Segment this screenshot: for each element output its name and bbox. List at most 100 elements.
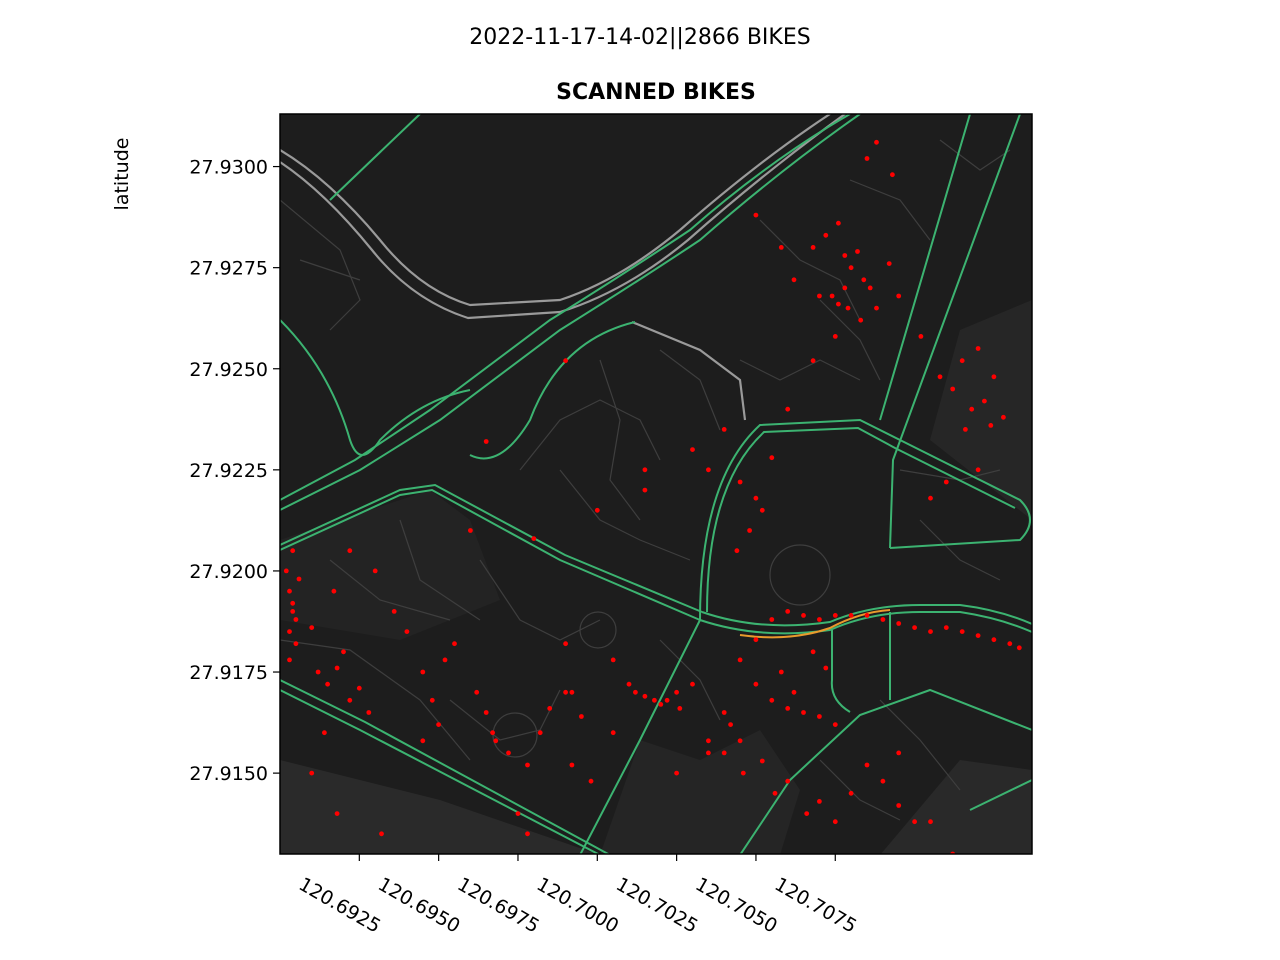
bike-point <box>706 467 711 473</box>
bike-point <box>975 467 981 473</box>
bike-point <box>721 750 727 756</box>
bike-point <box>785 609 791 614</box>
bike-point <box>442 657 448 663</box>
bike-point <box>848 265 854 271</box>
bike-point <box>391 609 397 614</box>
bike-point <box>728 722 733 727</box>
bike-point <box>969 406 975 412</box>
bike-point <box>810 358 816 364</box>
bike-point <box>785 778 791 784</box>
bike-point <box>886 261 892 266</box>
bike-point <box>734 548 740 554</box>
bike-point <box>864 762 870 768</box>
bike-point <box>829 293 835 299</box>
bike-point <box>959 358 965 364</box>
bike-point <box>848 790 854 796</box>
bike-point <box>842 253 848 258</box>
bike-point <box>293 617 299 622</box>
bike-point <box>515 811 521 816</box>
bike-point <box>341 649 346 655</box>
y-tick-label: 27.9300 <box>189 157 268 179</box>
bike-point <box>677 706 683 711</box>
bike-point <box>896 803 902 808</box>
bike-point <box>785 706 791 711</box>
bike-point <box>890 172 895 178</box>
bike-point <box>928 629 933 634</box>
bike-point <box>569 762 575 768</box>
bike-point <box>1001 414 1006 420</box>
y-axis-label: latitude <box>111 138 133 211</box>
bike-point <box>778 669 784 675</box>
bike-point <box>937 374 943 380</box>
bike-point <box>490 730 495 736</box>
bike-point <box>283 568 289 574</box>
bike-point <box>772 790 778 796</box>
bike-point <box>836 220 841 226</box>
bike-point <box>896 293 902 299</box>
bike-point <box>674 689 679 695</box>
bike-point <box>293 641 299 647</box>
bike-point <box>356 685 362 691</box>
bike-point <box>664 697 670 703</box>
x-tick-label: 120.7050 <box>691 873 781 937</box>
bike-point <box>975 346 981 351</box>
bike-point <box>963 427 968 432</box>
y-tick-label: 27.9250 <box>189 359 268 381</box>
bike-point <box>874 139 879 145</box>
x-tick-label: 120.7000 <box>533 873 623 937</box>
bike-point <box>753 212 759 218</box>
bike-point <box>706 738 711 744</box>
bike-point <box>331 588 337 594</box>
bike-point <box>436 722 441 727</box>
bike-point <box>801 613 806 618</box>
bike-point <box>525 762 530 768</box>
bike-point <box>769 455 775 461</box>
bike-point <box>753 637 759 643</box>
bike-point <box>642 693 648 699</box>
bike-point <box>848 613 854 618</box>
bike-point <box>721 710 727 715</box>
bike-point <box>588 778 594 784</box>
basemap <box>280 114 1032 854</box>
bike-point <box>429 697 435 703</box>
bike-point <box>290 600 296 606</box>
bike-point <box>991 374 997 380</box>
bike-point <box>506 750 511 756</box>
x-tick-label: 120.7075 <box>771 873 861 937</box>
bike-point <box>810 245 816 250</box>
y-axis: 27.9150 27.9175 27.9200 27.9225 27.9250 27.92… <box>189 157 280 785</box>
bike-point <box>420 738 426 744</box>
bike-point <box>737 479 743 485</box>
bike-point <box>633 689 638 695</box>
bike-point <box>379 831 384 837</box>
bike-point <box>896 621 902 626</box>
bike-point <box>563 641 568 647</box>
bike-point <box>610 657 616 663</box>
bike-point <box>880 778 886 784</box>
scatter-points <box>283 139 1022 854</box>
bike-point <box>287 588 292 594</box>
bike-point <box>737 657 743 663</box>
bike-point <box>290 609 296 614</box>
bike-point <box>836 301 841 307</box>
bike-point <box>652 697 657 703</box>
bike-point <box>867 285 873 291</box>
bike-point <box>842 285 848 291</box>
figure-suptitle: 2022-11-17-14-02||2866 BIKES <box>469 25 810 50</box>
bike-point <box>959 629 965 634</box>
x-tick-label: 120.6950 <box>374 873 464 937</box>
bike-point <box>864 613 870 618</box>
bike-point <box>483 710 489 715</box>
bike-point <box>287 657 292 663</box>
bike-point <box>372 568 378 574</box>
x-tick-label: 120.7025 <box>612 873 702 937</box>
bike-point <box>817 714 822 719</box>
bike-point <box>366 710 372 715</box>
bike-point <box>334 665 340 671</box>
bike-point <box>817 293 822 299</box>
bike-point <box>928 819 933 825</box>
bike-point <box>759 507 765 513</box>
bike-point <box>579 714 584 719</box>
bike-point <box>804 811 810 816</box>
bike-point <box>975 633 981 638</box>
